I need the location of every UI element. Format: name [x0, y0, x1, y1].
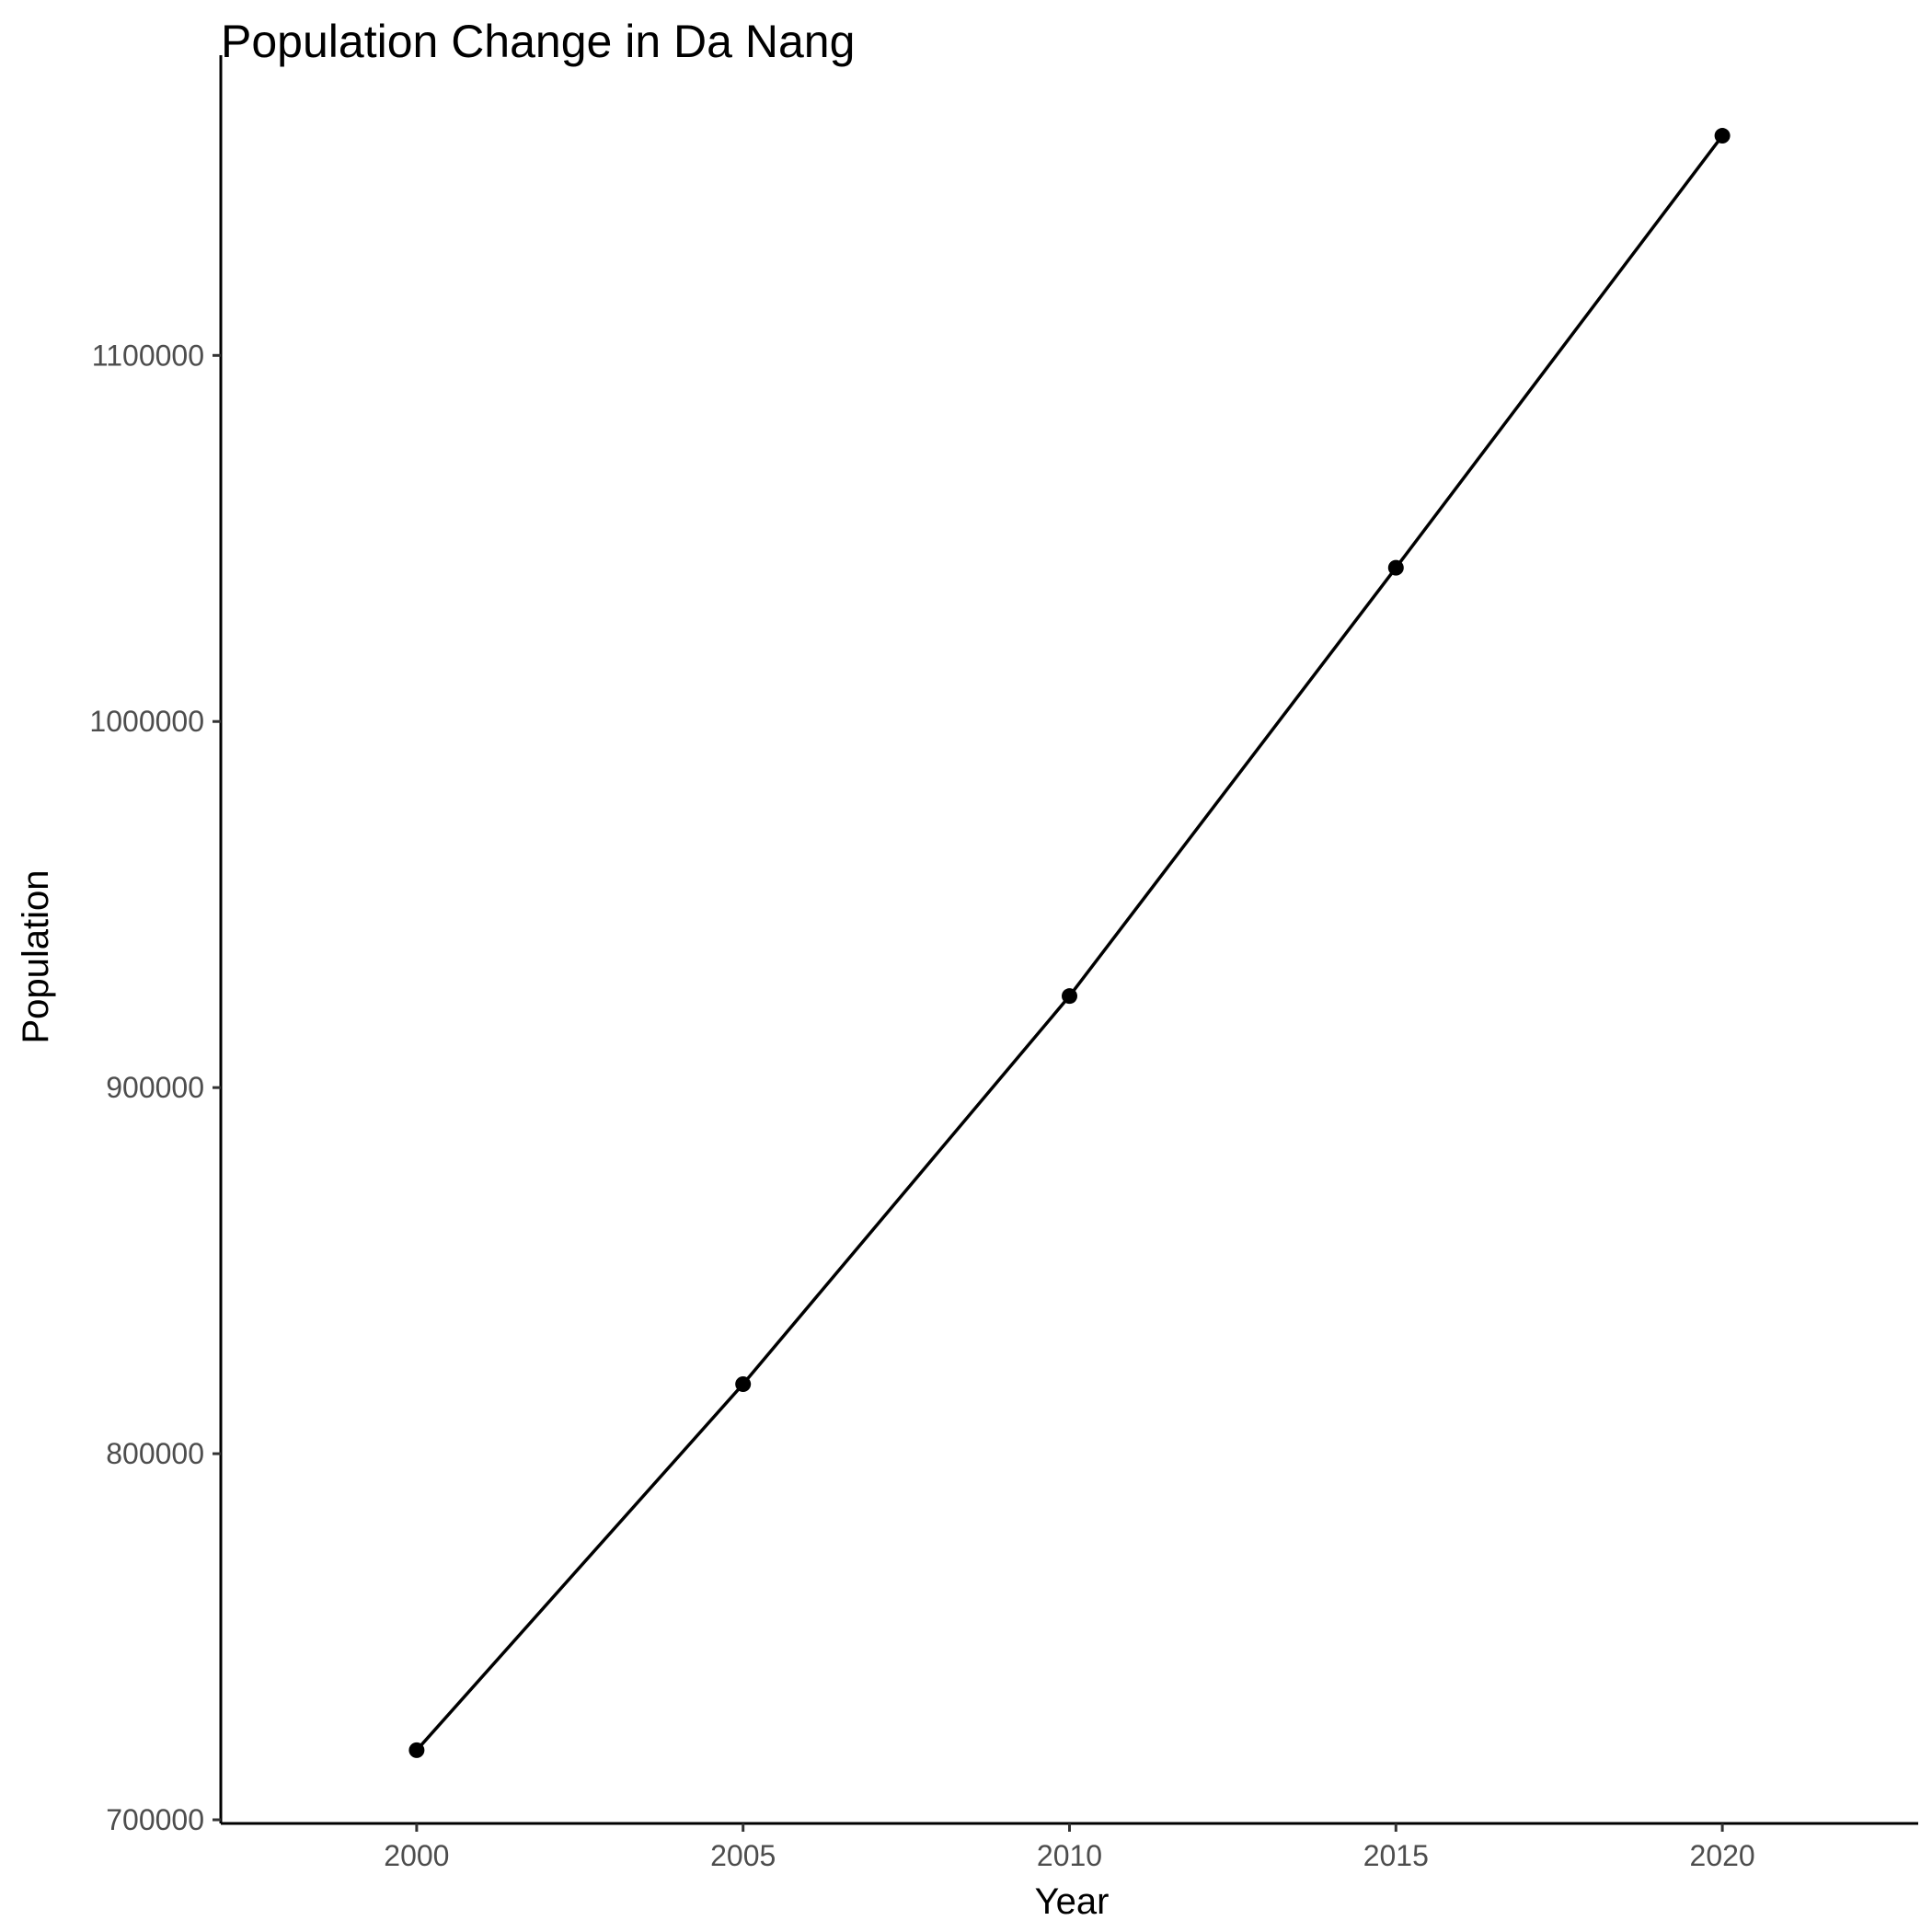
x-tick-label: 2020: [1690, 1839, 1755, 1872]
y-axis-title: Population: [16, 869, 56, 1043]
y-tick-label: 1000000: [89, 705, 204, 738]
y-tick-label: 700000: [106, 1803, 204, 1836]
series-line: [415, 134, 1724, 1752]
x-tick-label: 2015: [1363, 1839, 1429, 1872]
x-tick-label: 2010: [1037, 1839, 1102, 1872]
y-axis: 700000 800000 900000 1000000 1100000: [89, 55, 223, 1836]
y-tick-label: 800000: [106, 1437, 204, 1470]
y-tick-label: 900000: [106, 1071, 204, 1104]
data-point: [408, 1742, 425, 1758]
x-tick-label: 2005: [710, 1839, 776, 1872]
plot-area: [408, 128, 1731, 1758]
data-point: [1714, 128, 1731, 144]
x-axis-title: Year: [1035, 1881, 1110, 1922]
data-point: [735, 1375, 752, 1392]
data-point: [1062, 988, 1077, 1005]
data-point: [1387, 559, 1404, 576]
chart-title: Population Change in Da Nang: [221, 16, 855, 67]
x-axis: 2000 2005 2010 2015 2020: [221, 1822, 1918, 1872]
x-tick-label: 2000: [384, 1839, 449, 1872]
y-tick-label: 1100000: [92, 339, 204, 372]
